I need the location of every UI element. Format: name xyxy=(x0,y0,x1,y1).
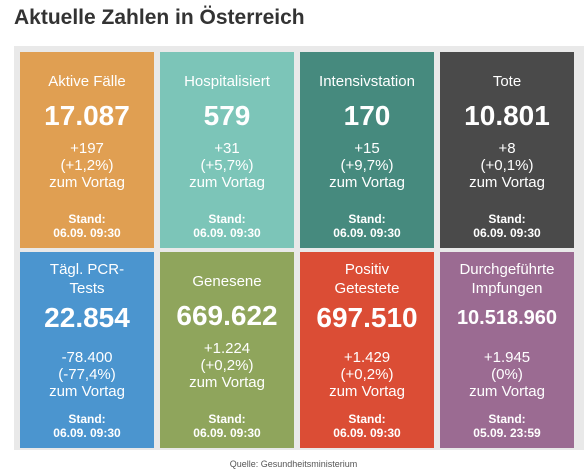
tile-label: Durchgeführte Impfungen xyxy=(459,261,555,297)
tile-stand: Stand: 06.09. 09:30 xyxy=(473,212,541,240)
tile-intensivstation: Intensivstation 170 +15 (+9,7%) zum Vort… xyxy=(300,52,434,248)
tile-change: +1.945 (0%) zum Vortag xyxy=(469,349,545,400)
tile-stand: Stand: 06.09. 09:30 xyxy=(53,212,121,240)
tile-change: +31 (+5,7%) zum Vortag xyxy=(189,140,265,191)
tile-value: 22.854 xyxy=(44,302,130,333)
tile-value: 170 xyxy=(343,100,391,131)
tile-value: 669.622 xyxy=(176,300,278,331)
tile-change: +197 (+1,2%) zum Vortag xyxy=(49,140,125,191)
stats-grid: Aktive Fälle 17.087 +197 (+1,2%) zum Vor… xyxy=(14,46,584,450)
tile-label: Genesene xyxy=(192,273,262,290)
tile-value: 10.518.960 xyxy=(456,307,558,329)
tile-tote: Tote 10.801 +8 (+0,1%) zum Vortag Stand:… xyxy=(440,52,574,248)
tile-positiv-getestete: Positiv Getestete 697.510 +1.429 (+0,2%)… xyxy=(300,252,434,448)
tile-change: +1.429 (+0,2%) zum Vortag xyxy=(329,349,405,400)
tile-label: Tägl. PCR- Tests xyxy=(49,261,125,297)
tile-value: 579 xyxy=(203,100,251,131)
tile-label: Aktive Fälle xyxy=(48,73,126,90)
tile-change: +1.224 (+0,2%) zum Vortag xyxy=(189,340,265,391)
source-footer: Quelle: Gesundheitsministerium xyxy=(229,459,358,469)
tile-label: Intensivstation xyxy=(319,73,415,90)
tile-stand: Stand: 06.09. 09:30 xyxy=(333,212,401,240)
tile-change: +15 (+9,7%) zum Vortag xyxy=(329,140,405,191)
tile-label: Hospitalisiert xyxy=(184,73,270,90)
tile-stand: Stand: 06.09. 09:30 xyxy=(193,212,261,240)
tile-change: -78.400 (-77,4%) zum Vortag xyxy=(49,349,125,400)
tile-stand: Stand: 05.09. 23:59 xyxy=(473,412,541,440)
tile-value: 10.801 xyxy=(464,100,550,131)
tile-value: 697.510 xyxy=(316,302,418,333)
page-title: Aktuelle Zahlen in Österreich xyxy=(14,6,305,29)
tile-stand: Stand: 06.09. 09:30 xyxy=(193,412,261,440)
tile-impfungen: Durchgeführte Impfungen 10.518.960 +1.94… xyxy=(440,252,574,448)
tile-value: 17.087 xyxy=(44,100,130,131)
tile-label: Positiv Getestete xyxy=(334,261,400,297)
tile-stand: Stand: 06.09. 09:30 xyxy=(53,412,121,440)
tile-genesene: Genesene 669.622 +1.224 (+0,2%) zum Vort… xyxy=(160,252,294,448)
tile-aktive-faelle: Aktive Fälle 17.087 +197 (+1,2%) zum Vor… xyxy=(20,52,154,248)
tile-hospitalisiert: Hospitalisiert 579 +31 (+5,7%) zum Vorta… xyxy=(160,52,294,248)
tile-stand: Stand: 06.09. 09:30 xyxy=(333,412,401,440)
tile-pcr-tests: Tägl. PCR- Tests 22.854 -78.400 (-77,4%)… xyxy=(20,252,154,448)
tile-label: Tote xyxy=(492,73,522,90)
tile-change: +8 (+0,1%) zum Vortag xyxy=(469,140,545,191)
